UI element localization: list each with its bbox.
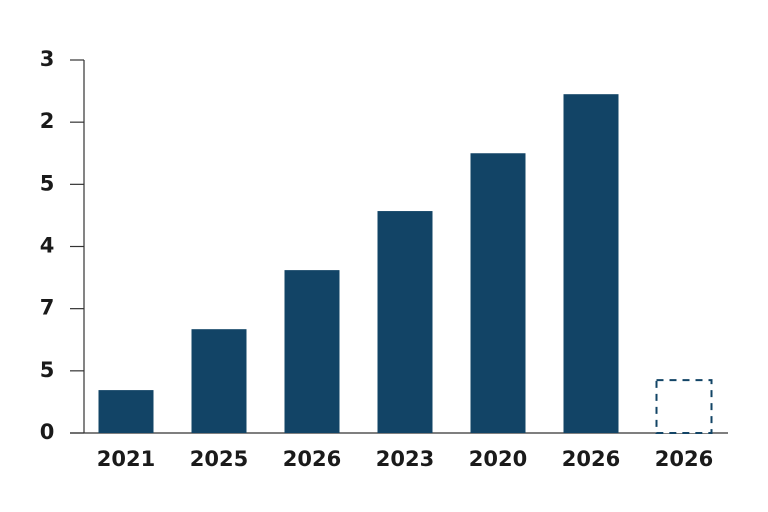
x-tick-label: 2023 bbox=[376, 447, 434, 471]
x-tick-label: 2020 bbox=[469, 447, 527, 471]
x-tick-label: 2026 bbox=[283, 447, 341, 471]
x-tick-label: 2026 bbox=[562, 447, 620, 471]
y-tick-label: 5 bbox=[40, 358, 55, 382]
y-tick-label: 2 bbox=[40, 109, 55, 133]
bar bbox=[98, 390, 154, 433]
y-tick-label: 4 bbox=[40, 234, 55, 258]
x-tick-label: 2021 bbox=[97, 447, 155, 471]
x-tick-label: 2025 bbox=[190, 447, 248, 471]
bar bbox=[470, 153, 526, 433]
bar bbox=[655, 379, 713, 434]
bar bbox=[377, 211, 433, 433]
bar bbox=[284, 270, 340, 433]
y-tick-label: 5 bbox=[40, 171, 55, 195]
y-tick-label: 0 bbox=[40, 420, 55, 444]
x-tick-label: 2026 bbox=[655, 447, 713, 471]
y-tick-label: 7 bbox=[40, 296, 55, 320]
y-tick-label: 3 bbox=[40, 47, 55, 71]
bar bbox=[563, 94, 619, 434]
bar bbox=[191, 329, 247, 433]
